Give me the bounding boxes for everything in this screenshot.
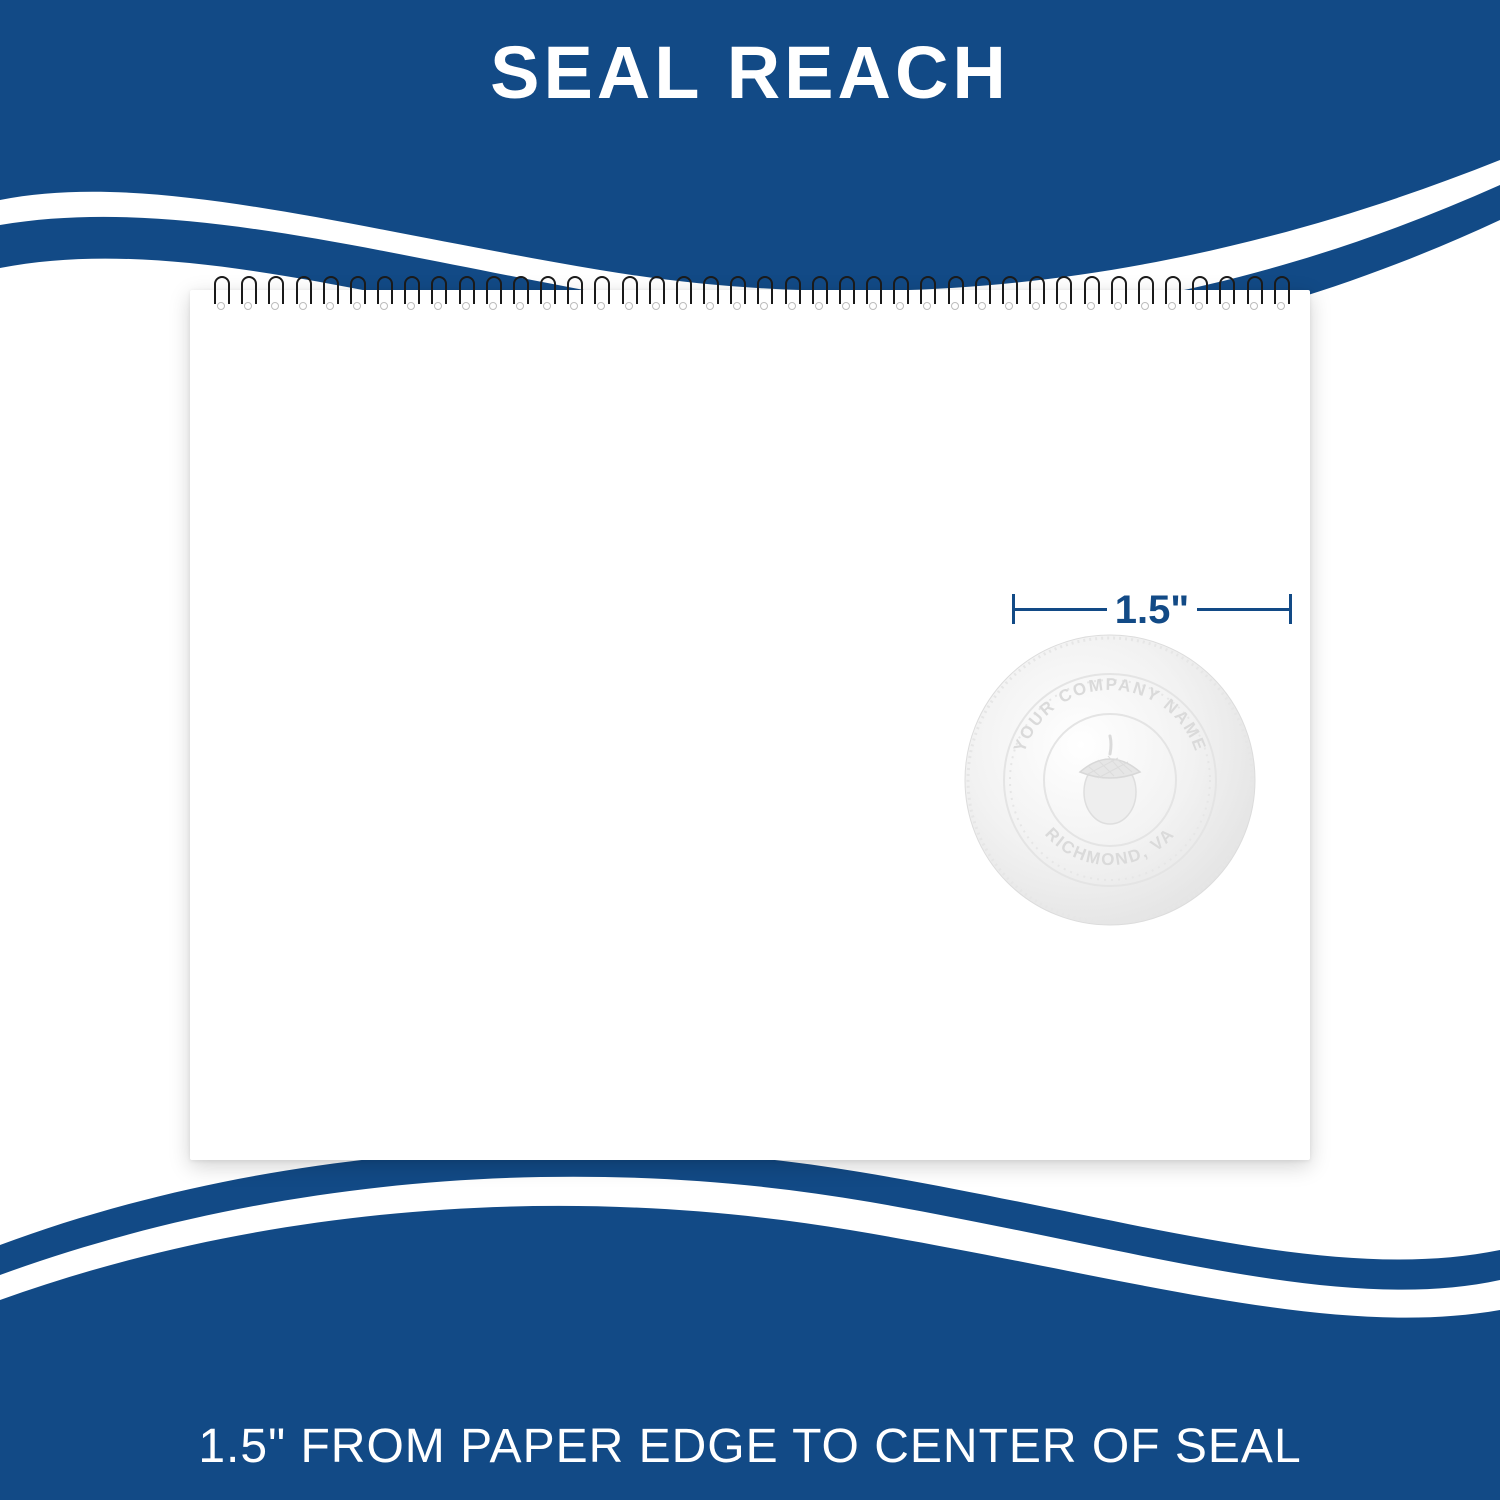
spiral-ring [482,276,502,310]
spiral-ring [1107,276,1127,310]
infographic-canvas: SEAL REACH 1.5" [0,0,1500,1500]
spiral-ring [862,276,882,310]
spiral-ring [1215,276,1235,310]
measure-label: 1.5" [1107,588,1197,633]
page-title: SEAL REACH [0,30,1500,115]
spiral-ring [1270,276,1290,310]
embossed-seal: YOUR COMPANY NAME RICHMOND, VA [960,630,1260,930]
spiral-ring [781,276,801,310]
spiral-ring [346,276,366,310]
spiral-ring [835,276,855,310]
spiral-ring [808,276,828,310]
spiral-ring [753,276,773,310]
spiral-ring [916,276,936,310]
spiral-ring [427,276,447,310]
spiral-ring [400,276,420,310]
notepad: 1.5" YOUR CO [190,290,1310,1160]
spiral-ring [699,276,719,310]
spiral-ring [1243,276,1263,310]
footer-caption: 1.5" FROM PAPER EDGE TO CENTER OF SEAL [0,1419,1500,1474]
spiral-ring [672,276,692,310]
spiral-ring [590,276,610,310]
spiral-binding [210,276,1290,316]
spiral-ring [1080,276,1100,310]
spiral-ring [292,276,312,310]
spiral-ring [455,276,475,310]
spiral-ring [1188,276,1208,310]
spiral-ring [237,276,257,310]
spiral-ring [618,276,638,310]
spiral-ring [889,276,909,310]
spiral-ring [319,276,339,310]
spiral-ring [373,276,393,310]
spiral-ring [264,276,284,310]
spiral-ring [1161,276,1181,310]
spiral-ring [726,276,746,310]
spiral-ring [536,276,556,310]
spiral-ring [1025,276,1045,310]
spiral-ring [1052,276,1072,310]
spiral-ring [944,276,964,310]
spiral-ring [563,276,583,310]
spiral-ring [971,276,991,310]
spiral-ring [1134,276,1154,310]
measure-cap-right [1289,594,1292,624]
spiral-ring [210,276,230,310]
spiral-ring [509,276,529,310]
spiral-ring [998,276,1018,310]
spiral-ring [645,276,665,310]
measurement-indicator: 1.5" [1012,590,1292,630]
